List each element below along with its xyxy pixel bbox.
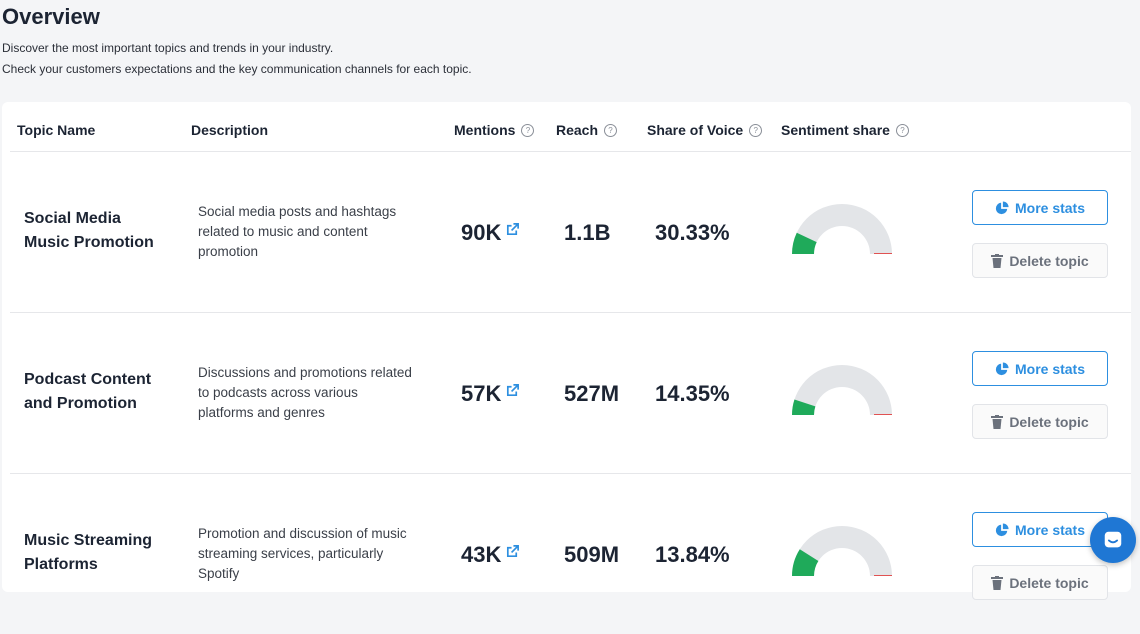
column-header-share-of-voice: Share of Voice? bbox=[647, 122, 763, 138]
topic-description: Social media posts and hashtags related t… bbox=[198, 204, 397, 259]
sentiment-gauge bbox=[792, 526, 892, 576]
help-icon[interactable]: ? bbox=[749, 123, 763, 137]
more-stats-button[interactable]: More stats bbox=[972, 190, 1108, 225]
more-stats-button[interactable]: More stats bbox=[972, 512, 1108, 547]
column-header-reach: Reach? bbox=[556, 122, 618, 138]
share-of-voice-value: 14.35% bbox=[655, 381, 730, 406]
mentions-value: 90K bbox=[461, 220, 520, 246]
column-header-mentions: Mentions? bbox=[454, 122, 535, 138]
table-row: Podcast Content and Promotion Discussions… bbox=[10, 313, 1131, 474]
mentions-value: 43K bbox=[461, 542, 520, 568]
share-of-voice-value: 13.84% bbox=[655, 542, 730, 567]
topic-description: Discussions and promotions related to pod… bbox=[198, 365, 412, 420]
gauge-track bbox=[792, 365, 892, 415]
trash-icon bbox=[991, 414, 1004, 429]
chat-button[interactable] bbox=[1090, 517, 1136, 563]
trash-icon bbox=[991, 253, 1004, 268]
gauge-positive bbox=[792, 232, 817, 254]
trash-icon bbox=[991, 575, 1004, 590]
table-row: Music Streaming Platforms Promotion and d… bbox=[10, 474, 1131, 634]
share-of-voice-value: 30.33% bbox=[655, 220, 730, 245]
header-divider bbox=[10, 151, 1131, 152]
more-stats-button[interactable]: More stats bbox=[972, 351, 1108, 386]
mentions-value: 57K bbox=[461, 381, 520, 407]
gauge-positive bbox=[792, 399, 816, 415]
topic-description: Promotion and discussion of music streami… bbox=[198, 526, 407, 581]
gauge-track bbox=[792, 526, 892, 576]
gauge-positive bbox=[792, 549, 819, 576]
reach-value: 527M bbox=[564, 381, 620, 406]
pie-chart-icon bbox=[995, 200, 1009, 214]
page-title: Overview bbox=[2, 4, 100, 29]
pie-chart-icon bbox=[995, 522, 1009, 536]
gauge-track bbox=[792, 204, 892, 254]
gauge-negative bbox=[874, 414, 892, 415]
table-row: Social Media Music Promotion Social media… bbox=[10, 152, 1131, 313]
reach-value: 509M bbox=[564, 542, 620, 567]
delete-topic-button[interactable]: Delete topic bbox=[972, 565, 1108, 600]
sentiment-gauge bbox=[792, 204, 892, 254]
external-link-icon[interactable] bbox=[505, 383, 520, 398]
page-subtitle: Discover the most important topics and t… bbox=[2, 41, 334, 55]
delete-topic-button[interactable]: Delete topic bbox=[972, 243, 1108, 278]
topic-name: Podcast Content and Promotion bbox=[24, 371, 152, 412]
chat-icon bbox=[1104, 531, 1122, 548]
pie-chart-icon bbox=[995, 361, 1009, 375]
reach-value: 1.1B bbox=[564, 220, 611, 245]
topic-name: Music Streaming Platforms bbox=[24, 532, 153, 573]
help-icon[interactable]: ? bbox=[521, 123, 535, 137]
column-header-sentiment: Sentiment share? bbox=[781, 122, 909, 138]
topics-table: Topic Name Description Mentions? Reach? … bbox=[2, 102, 1131, 600]
page-subtitle: Check your customers expectations and th… bbox=[2, 62, 472, 76]
sentiment-gauge bbox=[792, 365, 892, 415]
help-icon[interactable]: ? bbox=[604, 123, 618, 137]
column-header-topic: Topic Name bbox=[17, 122, 96, 138]
delete-topic-button[interactable]: Delete topic bbox=[972, 404, 1108, 439]
help-icon[interactable]: ? bbox=[895, 123, 909, 137]
external-link-icon[interactable] bbox=[505, 222, 520, 237]
gauge-negative bbox=[874, 253, 892, 254]
external-link-icon[interactable] bbox=[505, 544, 520, 559]
topic-name: Social Media Music Promotion bbox=[24, 210, 154, 251]
column-header-description: Description bbox=[191, 122, 269, 138]
